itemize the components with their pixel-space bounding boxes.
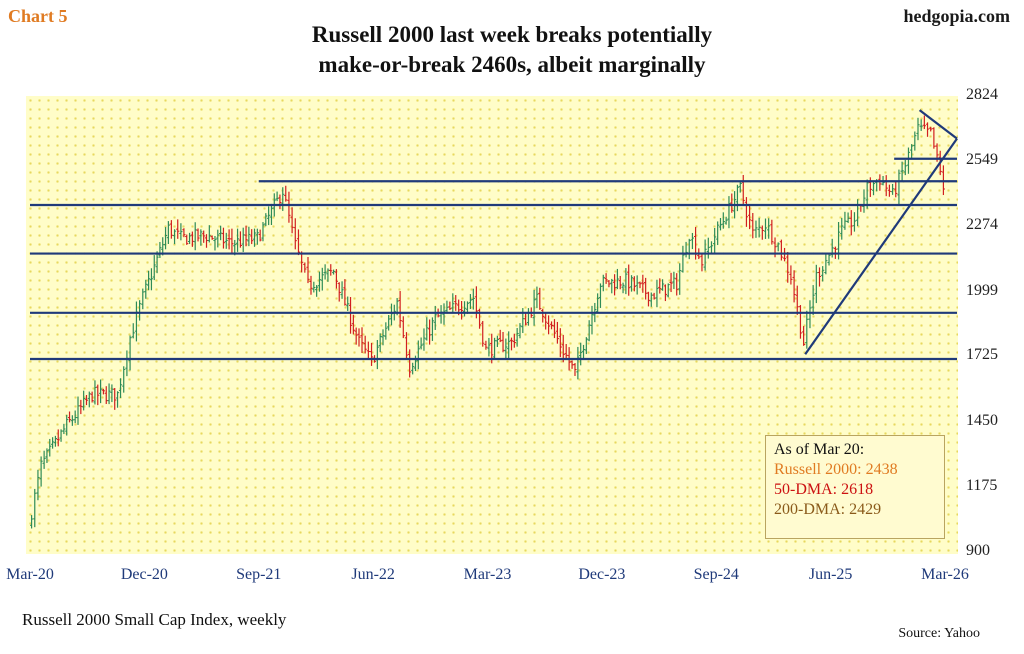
x-tick-label: Dec-20 bbox=[120, 566, 168, 583]
source-note: Source: Yahoo bbox=[898, 626, 980, 641]
trendline bbox=[918, 109, 958, 140]
legend-200-dma: 200-DMA: 2429 bbox=[774, 501, 882, 518]
x-tick-label: Sep-24 bbox=[693, 566, 739, 583]
trendline bbox=[804, 137, 958, 355]
legend-box: As of Mar 20: Russell 2000: 2438 50-DMA:… bbox=[765, 435, 945, 539]
x-tick-label: Jun-22 bbox=[351, 566, 395, 583]
legend-russell-2000: Russell 2000: 2438 bbox=[774, 461, 898, 478]
x-tick-label: Mar-26 bbox=[921, 566, 969, 583]
title-line-2: make-or-break 2460s, albeit marginally bbox=[318, 52, 706, 77]
x-tick-label: Sep-21 bbox=[236, 566, 282, 583]
plot-area bbox=[26, 96, 958, 554]
y-tick-label: 900 bbox=[966, 542, 990, 559]
chart-label: Chart 5 bbox=[8, 6, 68, 26]
y-tick-label: 1450 bbox=[966, 411, 998, 429]
y-tick-label: 1999 bbox=[966, 281, 998, 299]
chart-subtitle: Russell 2000 Small Cap Index, weekly bbox=[22, 610, 287, 629]
x-tick-label: Jun-25 bbox=[808, 566, 853, 583]
x-tick-label: Dec-23 bbox=[578, 566, 626, 583]
legend-header: As of Mar 20: bbox=[774, 441, 865, 458]
x-tick-label: Mar-23 bbox=[463, 566, 512, 583]
y-tick-label: 1725 bbox=[966, 346, 998, 364]
brand-name: hedgopia.com bbox=[903, 6, 1010, 26]
y-tick-label: 2549 bbox=[966, 151, 998, 169]
y-tick-label: 2824 bbox=[966, 86, 998, 103]
legend-50-dma: 50-DMA: 2618 bbox=[774, 481, 874, 498]
y-tick-label: 1175 bbox=[966, 476, 998, 494]
y-tick-label: 2274 bbox=[966, 216, 998, 234]
chart-title: Russell 2000 last week breaks potentiall… bbox=[0, 20, 1024, 80]
title-line-1: Russell 2000 last week breaks potentiall… bbox=[311, 22, 713, 47]
x-tick-label: Mar-20 bbox=[6, 566, 54, 583]
